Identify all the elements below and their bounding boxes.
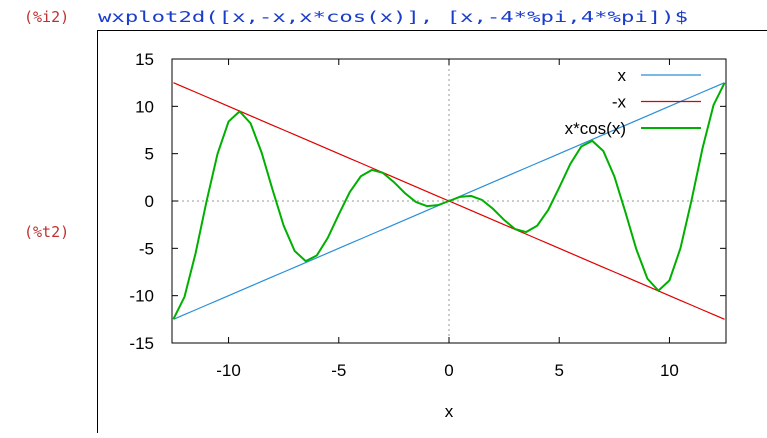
- y-tick-label: 0: [145, 192, 154, 211]
- input-label: (%i2): [24, 8, 69, 26]
- x-tick-label: 10: [660, 361, 679, 380]
- y-tick-label: -10: [129, 287, 154, 306]
- legend-label: x*cos(x): [565, 119, 626, 138]
- legend-label: x: [618, 66, 627, 85]
- x-tick-label: 0: [444, 361, 453, 380]
- y-tick-label: 15: [135, 50, 154, 69]
- x-tick-label: 5: [554, 361, 563, 380]
- x-axis-label: x: [445, 402, 454, 421]
- output-label: (%t2): [24, 223, 69, 241]
- x-tick-label: -10: [216, 361, 241, 380]
- y-tick-label: 5: [145, 145, 154, 164]
- y-tick-label: 10: [135, 97, 154, 116]
- y-tick-label: -5: [139, 239, 154, 258]
- y-tick-label: -15: [129, 334, 154, 353]
- input-code[interactable]: wxplot2d([x,-x,x*cos(x)], [x,-4*%pi,4*%p…: [98, 8, 688, 26]
- x-tick-label: -5: [331, 361, 346, 380]
- legend-label: -x: [612, 93, 627, 112]
